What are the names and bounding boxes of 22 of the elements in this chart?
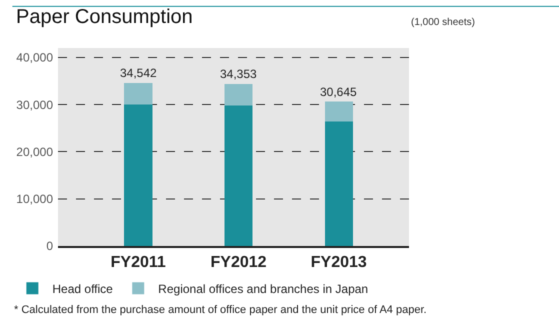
y-tick-label: 40,000 [16, 50, 54, 65]
legend-label: Head office [52, 282, 114, 296]
text: * Calculated from the purchase amount of office paper and the unit price of A4 paper. [14, 304, 427, 316]
y-tick-label: 20,000 [16, 144, 54, 159]
total-label: 34,542 [120, 66, 158, 80]
total-label: 30,645 [320, 85, 358, 99]
legend-label: Regional offices and branches in Japan [158, 282, 368, 296]
bar [324, 102, 353, 122]
text: (1,000 sheets) [411, 17, 475, 28]
y-tick-label: 30,000 [16, 98, 54, 112]
x-tick-label: FY2012 [210, 254, 267, 271]
bar [124, 83, 152, 105]
x-tick-label: FY2011 [110, 254, 166, 271]
x-tick-label: FY2013 [310, 254, 367, 271]
bar [324, 122, 353, 246]
total-label: 34,353 [220, 67, 258, 81]
chart-title: Paper Consumption [16, 6, 193, 28]
bar [124, 104, 152, 246]
y-tick-label: 10,000 [16, 192, 54, 206]
y-tick-label: 0 [46, 239, 54, 254]
bar [224, 84, 253, 106]
bar [224, 106, 253, 246]
